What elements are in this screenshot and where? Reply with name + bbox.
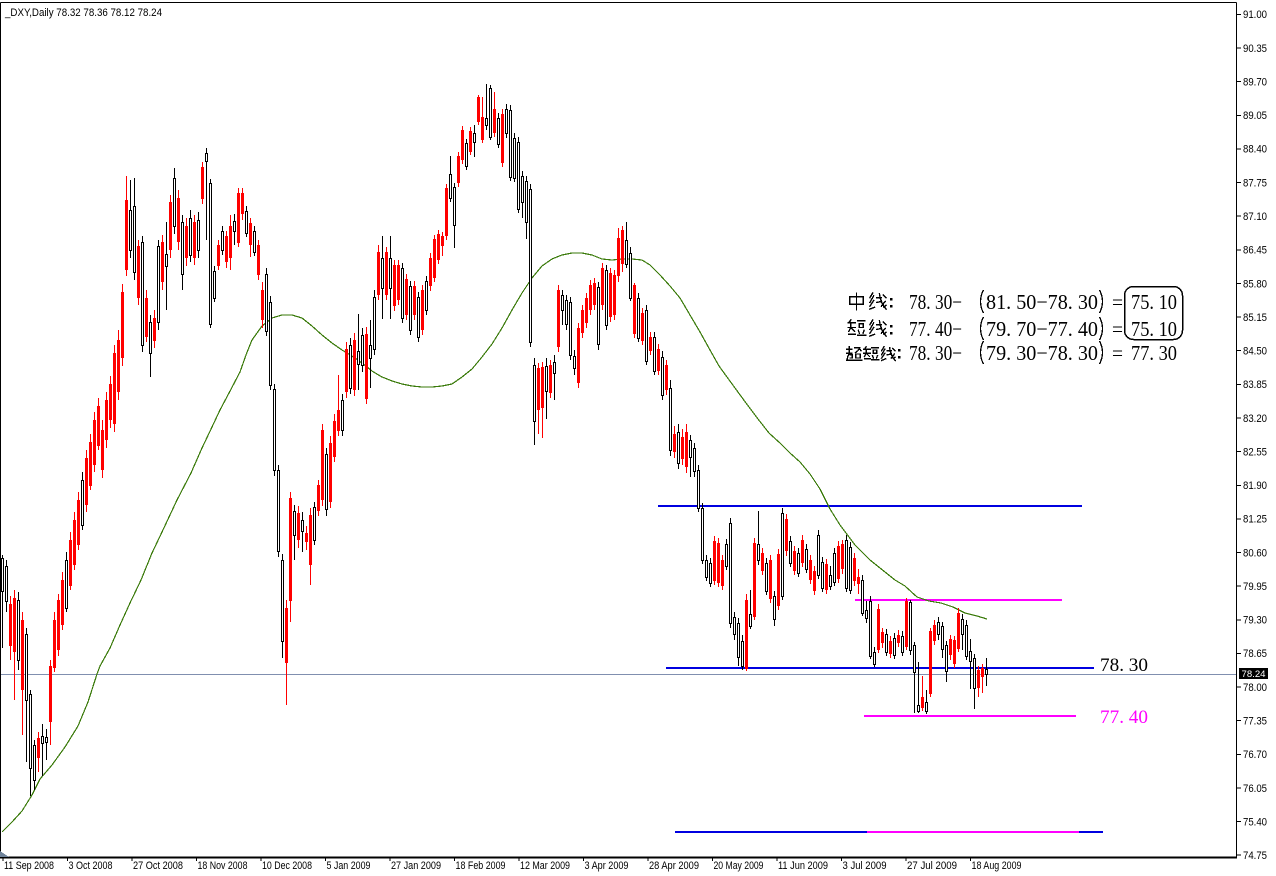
svg-text:91.00: 91.00 — [1243, 9, 1267, 21]
svg-text:75. 10: 75. 10 — [1131, 317, 1177, 341]
svg-text:=: = — [1112, 317, 1123, 341]
svg-text:=: = — [1112, 290, 1123, 314]
svg-text:85.15: 85.15 — [1243, 312, 1267, 324]
svg-text:81. 50−78. 30: 81. 50−78. 30 — [986, 290, 1098, 314]
svg-text:83.85: 83.85 — [1243, 379, 1267, 391]
svg-text:76.05: 76.05 — [1243, 783, 1267, 795]
svg-text:87.10: 87.10 — [1243, 211, 1267, 223]
svg-text:77. 30: 77. 30 — [1131, 341, 1177, 365]
svg-text:77. 40: 77. 40 — [1100, 707, 1148, 728]
svg-text:79.95: 79.95 — [1243, 581, 1267, 593]
svg-text:88.40: 88.40 — [1243, 144, 1267, 156]
svg-text:74.75: 74.75 — [1243, 850, 1267, 862]
svg-text:11 Jun 2009: 11 Jun 2009 — [778, 860, 828, 872]
svg-text:82.55: 82.55 — [1243, 446, 1267, 458]
svg-text:18 Nov 2008: 18 Nov 2008 — [198, 860, 248, 872]
svg-text:78.00: 78.00 — [1243, 682, 1267, 694]
svg-text:85.80: 85.80 — [1243, 278, 1267, 290]
svg-text:81.90: 81.90 — [1243, 480, 1267, 492]
svg-text:86.45: 86.45 — [1243, 245, 1267, 257]
svg-text:87.75: 87.75 — [1243, 177, 1267, 189]
svg-text:89.70: 89.70 — [1243, 77, 1267, 89]
svg-text:28 Apr 2009: 28 Apr 2009 — [649, 860, 699, 872]
svg-text:_DXY,Daily 78.32 78.36 78.12: _DXY,Daily 78.32 78.36 78.12 78.24 — [4, 7, 162, 19]
svg-text:75.40: 75.40 — [1243, 816, 1267, 828]
svg-text:77. 40−: 77. 40− — [909, 317, 962, 341]
svg-text:90.35: 90.35 — [1243, 43, 1267, 55]
svg-text:27 Jul 2009: 27 Jul 2009 — [907, 860, 957, 872]
svg-text:12 Mar 2009: 12 Mar 2009 — [520, 860, 570, 872]
svg-text:79. 30−78. 30: 79. 30−78. 30 — [986, 341, 1098, 365]
svg-text:3 Jul 2009: 3 Jul 2009 — [843, 860, 887, 872]
svg-text:=: = — [1112, 341, 1123, 365]
svg-text:81.25: 81.25 — [1243, 514, 1267, 526]
svg-text:5 Jan 2009: 5 Jan 2009 — [327, 860, 371, 872]
svg-text:75. 10: 75. 10 — [1131, 290, 1177, 314]
svg-text:27 Jan 2009: 27 Jan 2009 — [391, 860, 441, 872]
svg-text:18 Aug 2009: 18 Aug 2009 — [972, 860, 1022, 872]
svg-text:11 Sep 2008: 11 Sep 2008 — [4, 860, 54, 872]
svg-text:20 May 2009: 20 May 2009 — [714, 860, 764, 872]
svg-text:27 Oct 2008: 27 Oct 2008 — [133, 860, 183, 872]
svg-text:3 Oct 2008: 3 Oct 2008 — [69, 860, 113, 872]
svg-text:10 Dec 2008: 10 Dec 2008 — [262, 860, 312, 872]
svg-text:79.30: 79.30 — [1243, 615, 1267, 627]
svg-text:84.50: 84.50 — [1243, 346, 1267, 358]
svg-text:78. 30−: 78. 30− — [909, 290, 962, 314]
svg-text:18 Feb 2009: 18 Feb 2009 — [456, 860, 506, 872]
svg-text:79. 70−77. 40: 79. 70−77. 40 — [986, 317, 1098, 341]
svg-text:77.35: 77.35 — [1243, 716, 1267, 728]
svg-text:78. 30−: 78. 30− — [909, 341, 962, 365]
svg-text:89.05: 89.05 — [1243, 110, 1267, 122]
svg-text:78. 30: 78. 30 — [1100, 655, 1148, 676]
svg-text:83.20: 83.20 — [1243, 413, 1267, 425]
svg-text:80.60: 80.60 — [1243, 547, 1267, 559]
svg-text:76.70: 76.70 — [1243, 749, 1267, 761]
svg-text:78.65: 78.65 — [1243, 648, 1267, 660]
svg-text:3 Apr 2009: 3 Apr 2009 — [585, 860, 629, 872]
svg-text:78.24: 78.24 — [1242, 669, 1266, 680]
